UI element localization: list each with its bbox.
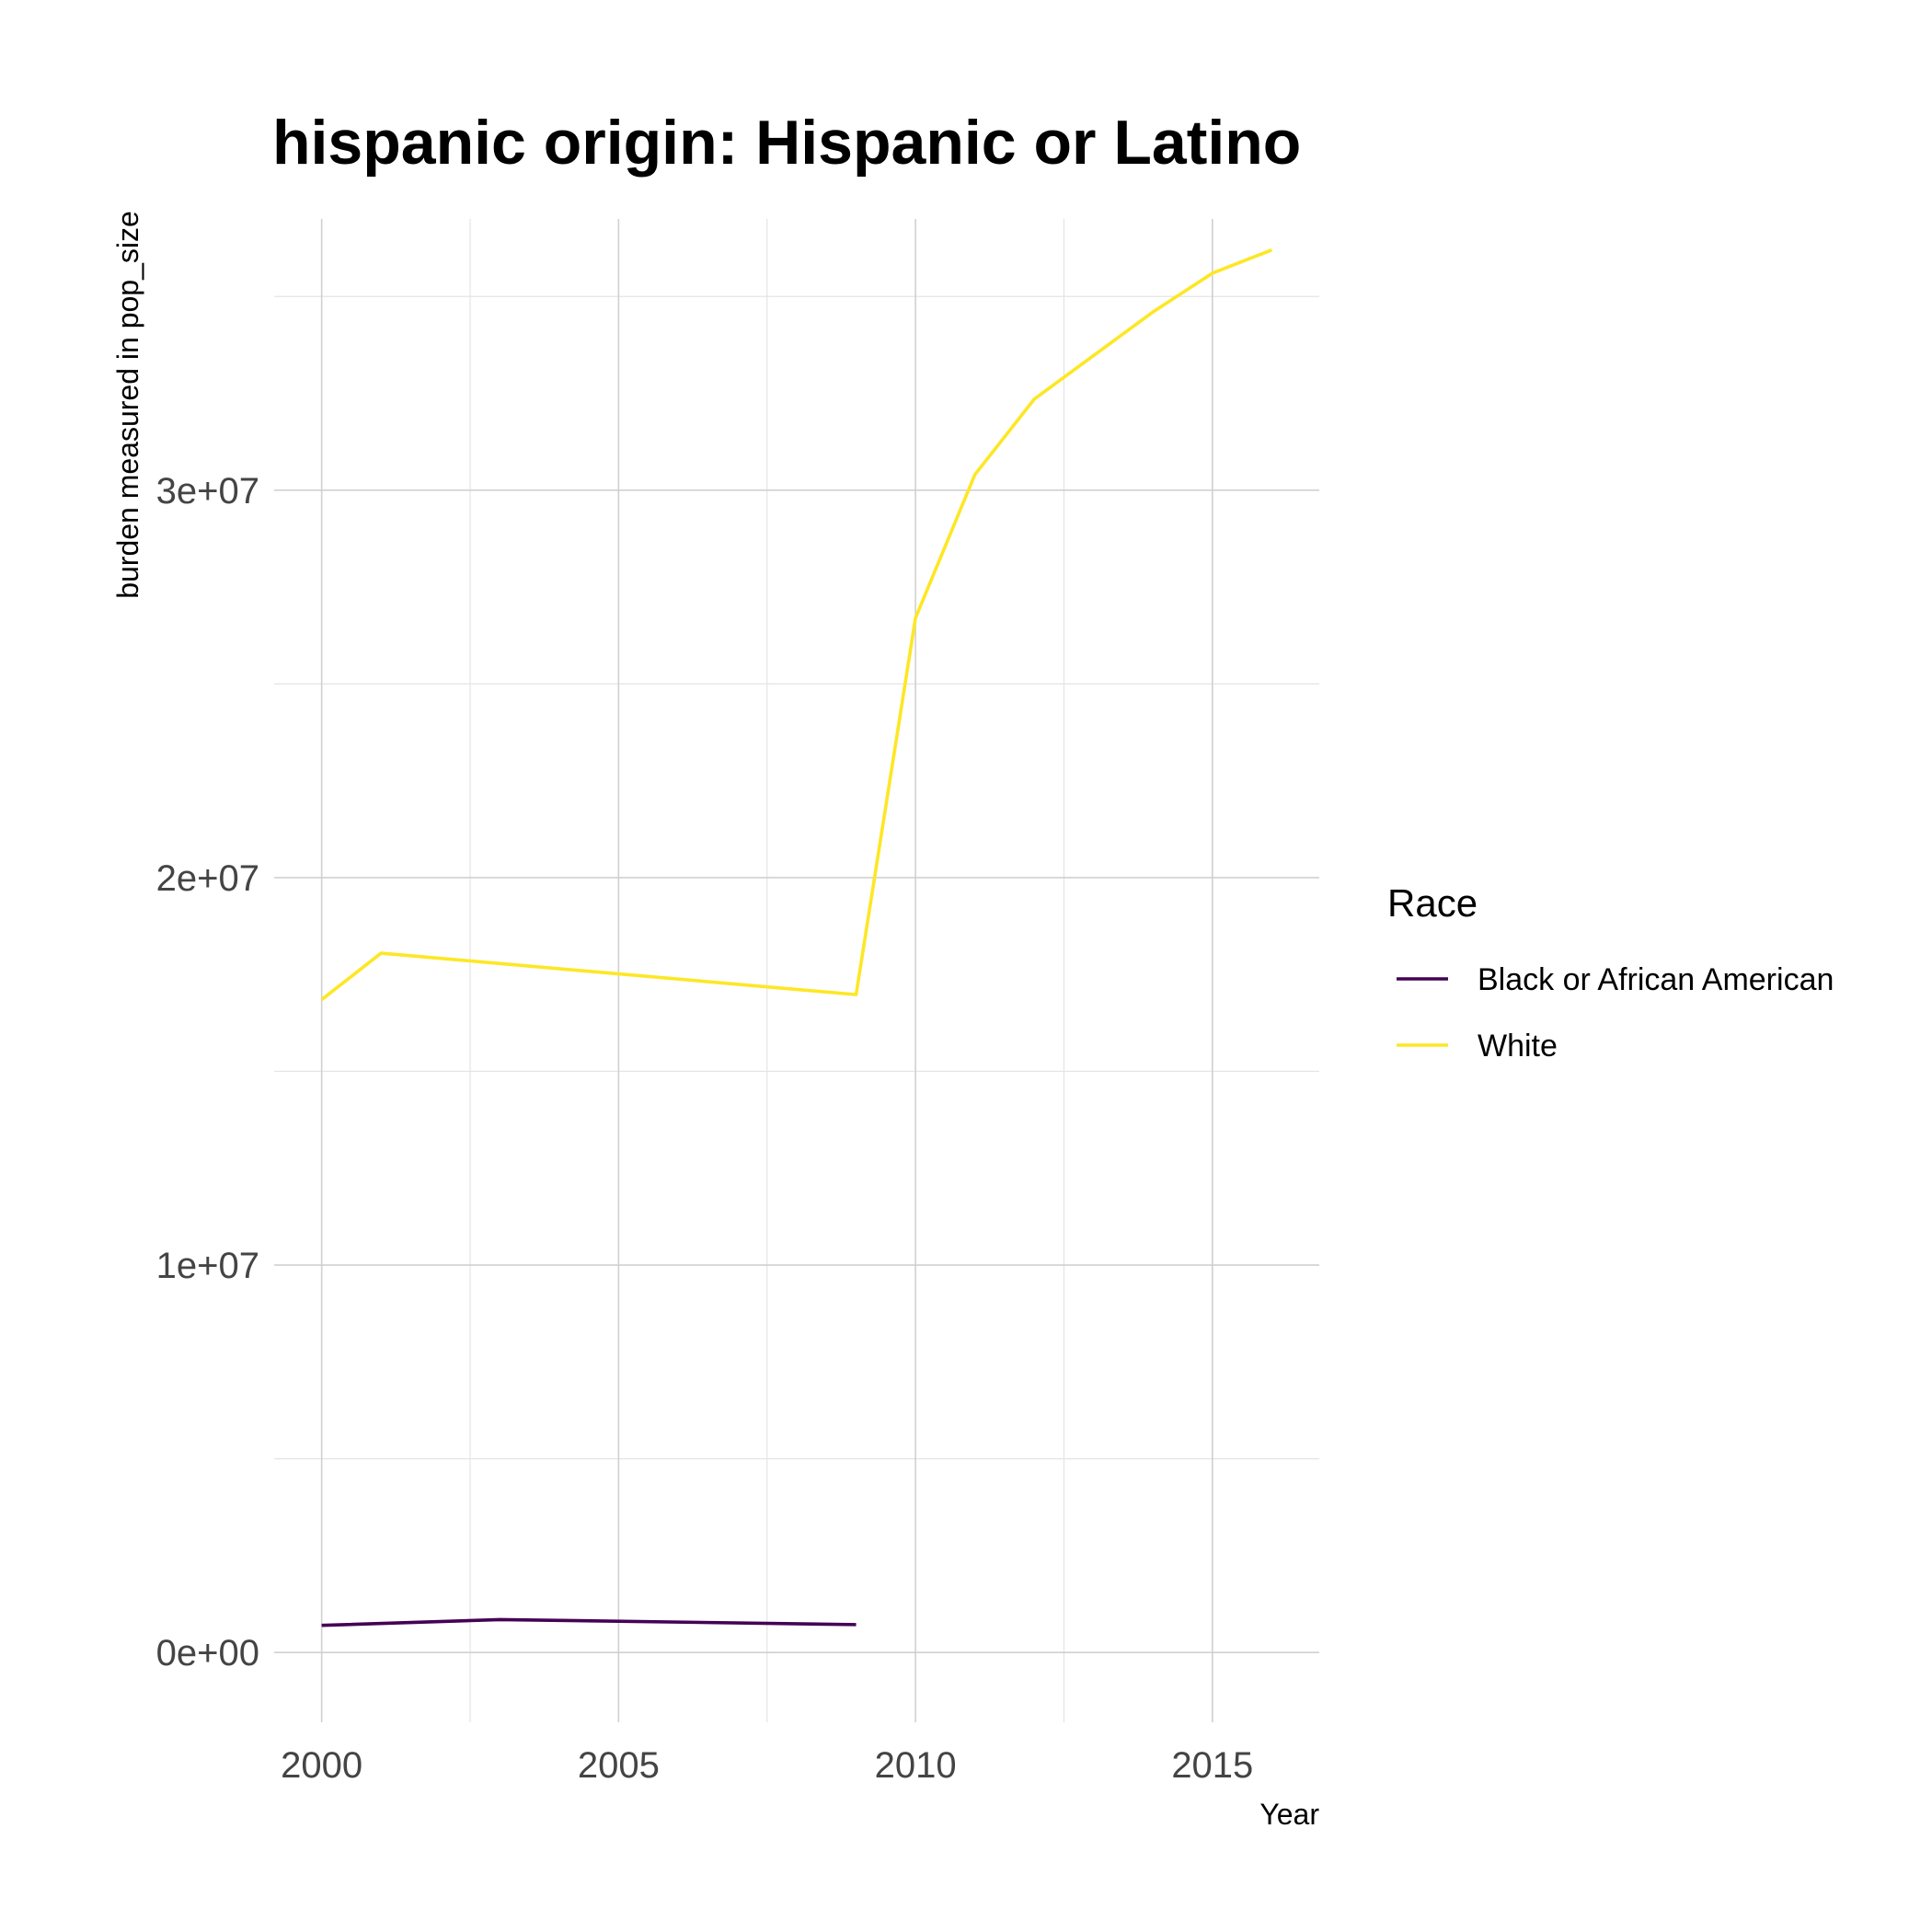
y-axis-tick-labels: 0e+00 1e+07 2e+07 3e+07 (156, 471, 259, 1673)
x-axis-title: Year (1259, 1798, 1319, 1831)
legend-label: White (1478, 1029, 1558, 1064)
y-tick-label: 3e+07 (156, 471, 259, 512)
legend-items: Black or African American White (1397, 962, 1834, 1064)
x-tick-label: 2000 (281, 1745, 362, 1786)
y-tick-label: 0e+00 (156, 1633, 259, 1673)
chart-title: hispanic origin: Hispanic or Latino (272, 108, 1301, 178)
grid-lines (274, 219, 1319, 1722)
legend-title: Race (1387, 881, 1478, 925)
series-lines (320, 248, 1273, 1627)
x-tick-label: 2005 (578, 1745, 660, 1786)
x-axis-tick-labels: 2000 2005 2010 2015 (281, 1745, 1253, 1786)
x-tick-label: 2015 (1171, 1745, 1253, 1786)
y-tick-label: 1e+07 (156, 1246, 259, 1286)
x-tick-label: 2010 (875, 1745, 957, 1786)
y-axis-title: burden measured in pop_size (111, 211, 144, 599)
legend: Race Black or African American White (1387, 881, 1834, 1064)
series-line-white (320, 248, 1273, 1002)
series-line-black-or-african-american (321, 1617, 857, 1627)
plot-area (274, 219, 1319, 1722)
y-tick-label: 2e+07 (156, 858, 259, 899)
legend-label: Black or African American (1478, 962, 1834, 997)
